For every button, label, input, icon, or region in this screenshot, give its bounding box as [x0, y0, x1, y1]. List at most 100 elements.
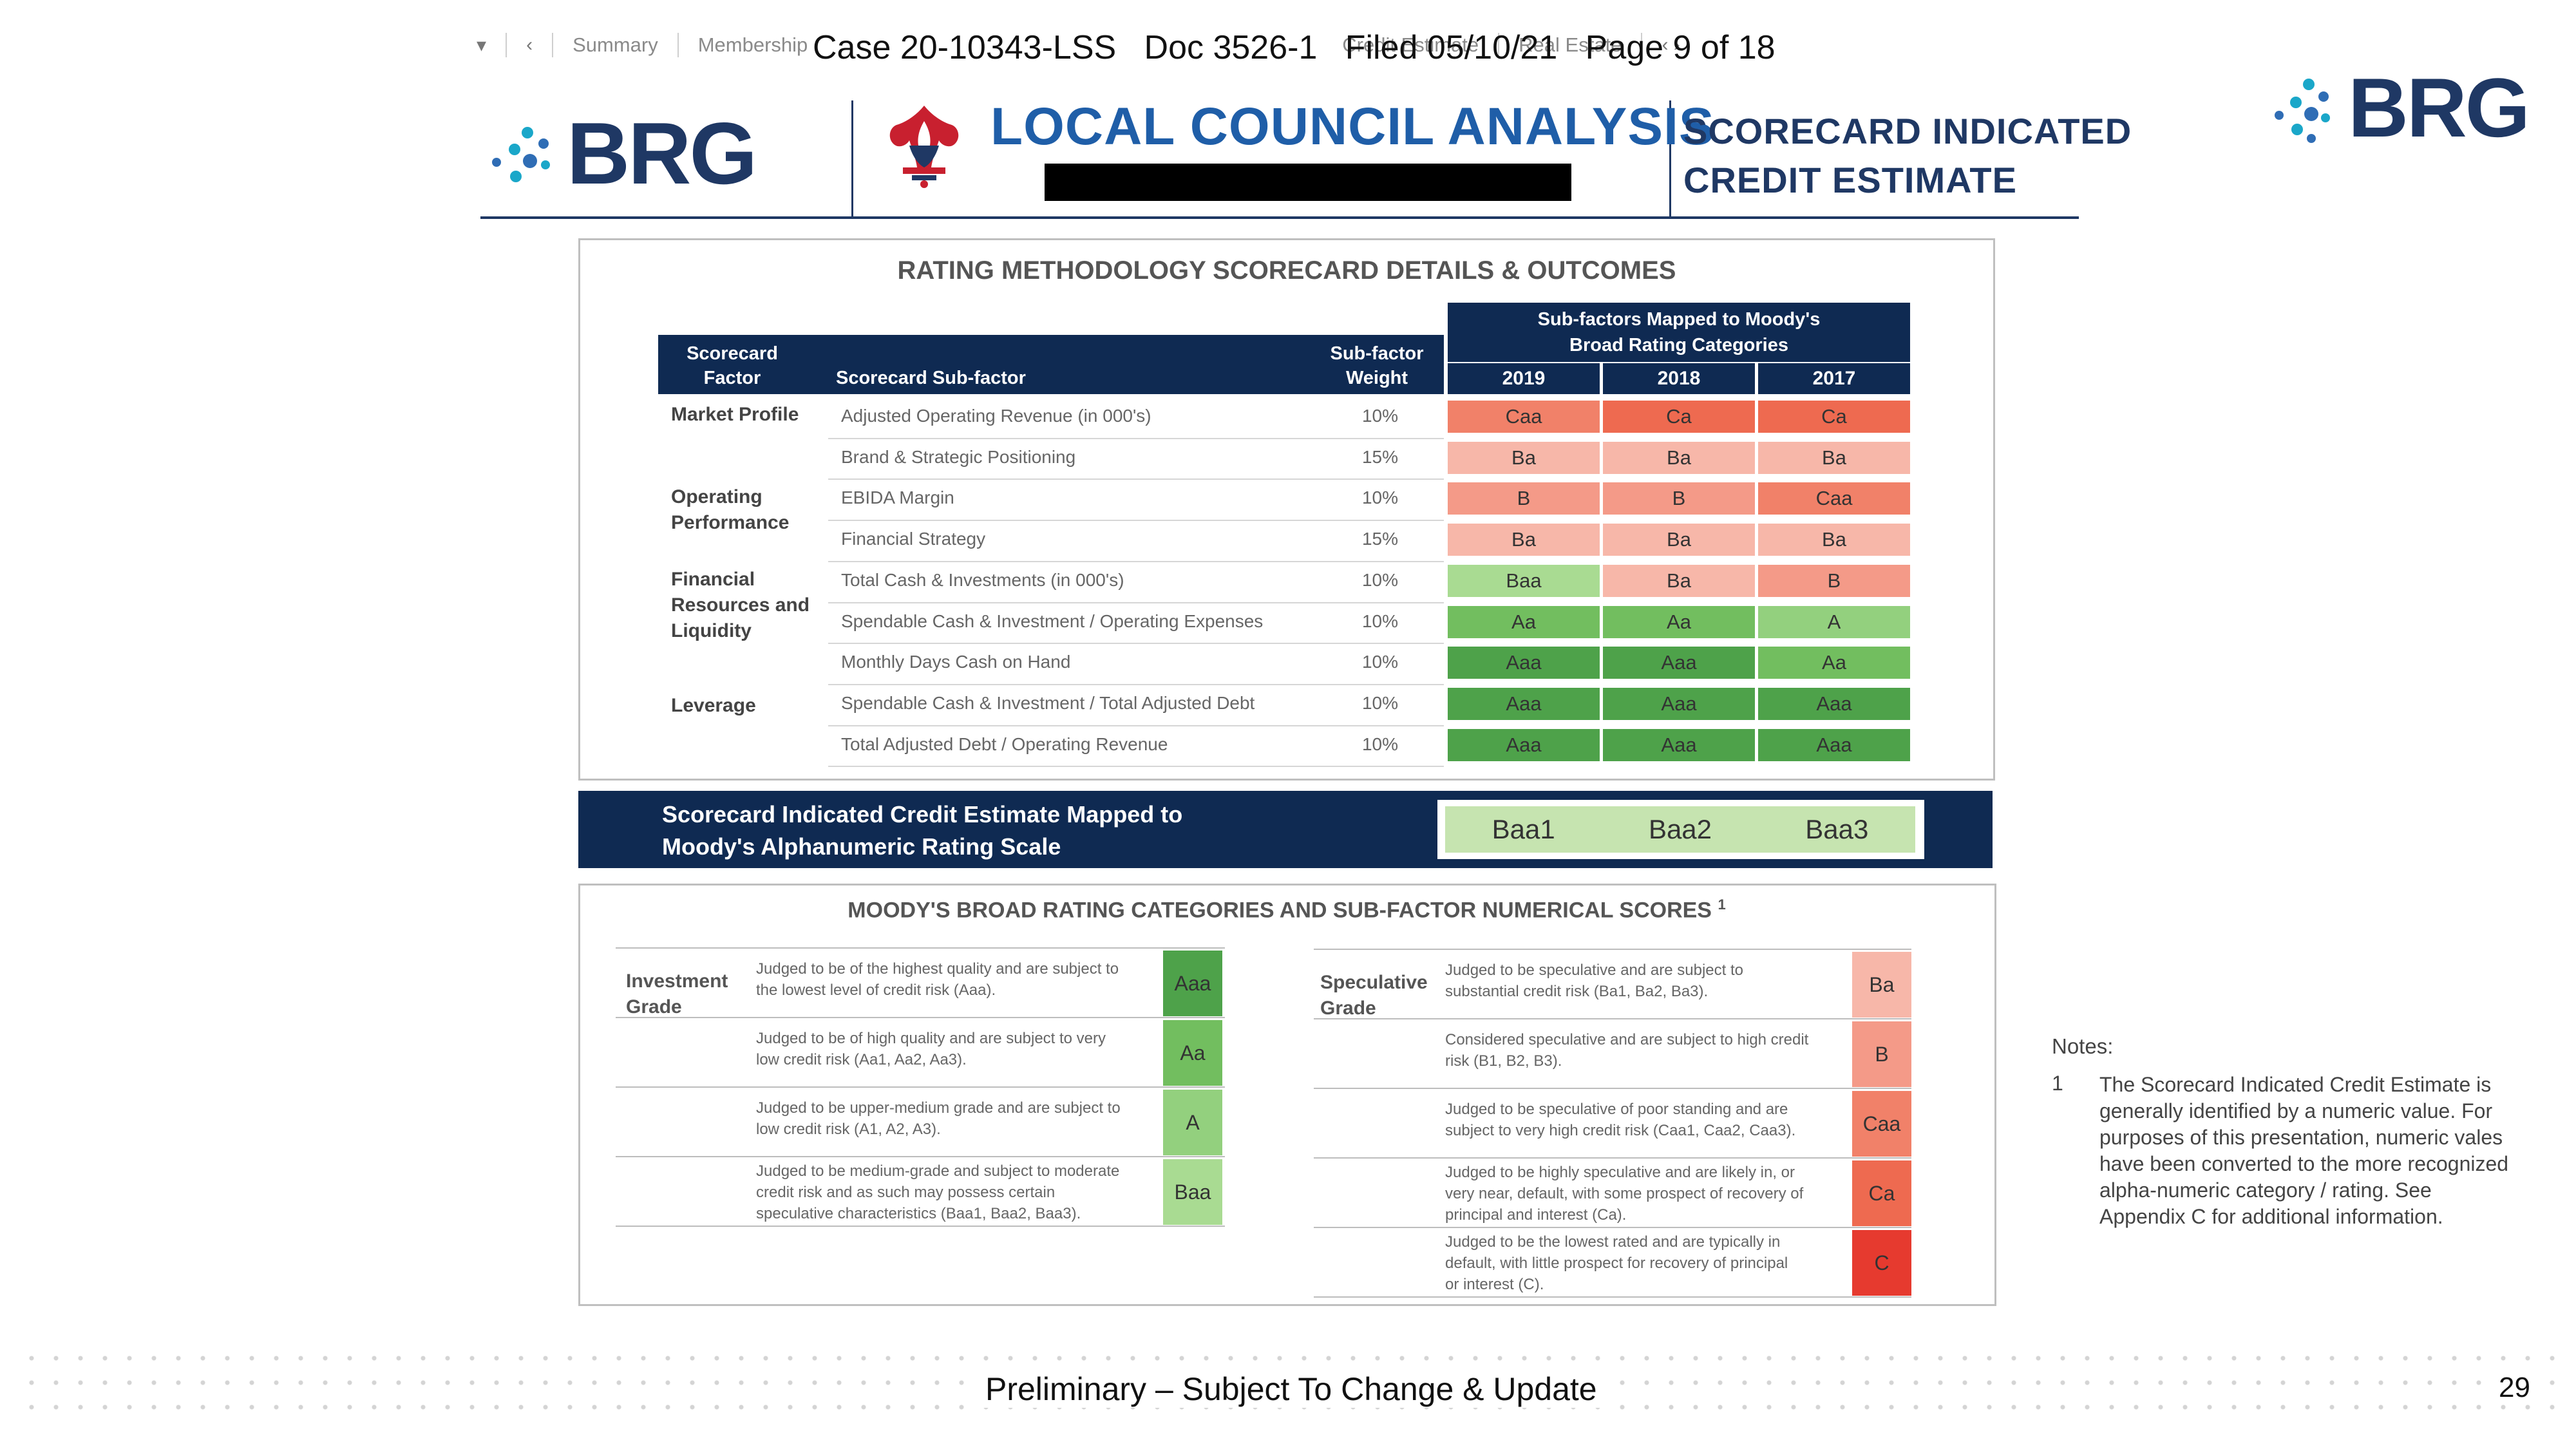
rating-cell: Aaa [1448, 728, 1600, 761]
factor-label: Leverage [671, 695, 756, 716]
rating-swatch: C [1852, 1230, 1911, 1296]
weight-header-line1: Sub-factor [1330, 343, 1424, 364]
note-text: The Scorecard Indicated Credit Estimate … [2099, 1073, 2509, 1228]
rating-swatch: Ca [1852, 1160, 1911, 1226]
credit-estimate-2018: Baa2 [1648, 814, 1712, 844]
factor-label: Market Profile [671, 404, 799, 425]
rating-description-line: Judged to be speculative and are subject… [1445, 961, 1743, 979]
rating-categories-panel [578, 884, 1996, 1306]
subfactor-weight: 10% [1361, 488, 1399, 508]
rating-description: Judged to be of the highest quality and … [756, 958, 1119, 1001]
rating-swatch: Caa [1852, 1091, 1911, 1157]
note-number: 1 [2052, 1072, 2063, 1095]
rating-cell: Caa [1758, 482, 1910, 515]
speculative-grade-label-line2: Grade [1320, 998, 1376, 1019]
row-divider [616, 1156, 1225, 1157]
rating-cell: Ba [1448, 524, 1600, 556]
footnote-marker: 1 [1718, 896, 1726, 913]
rating-cell: Caa [1448, 401, 1600, 433]
rating-cell: Ba [1448, 441, 1600, 474]
rating-description-line: or interest (C). [1445, 1276, 1544, 1293]
page-title: LOCAL COUNCIL ANALYSIS [990, 97, 1715, 156]
rating-description-line: very near, default, with some prospect o… [1445, 1185, 1804, 1202]
filed-date: Filed 05/10/21 [1345, 29, 1558, 66]
notes-heading: Notes: [2052, 1034, 2114, 1058]
factor-header-line2: Factor [703, 368, 761, 388]
row-divider [828, 724, 1444, 726]
scorecard-table-header: Scorecard Factor Scorecard Sub-factor Su… [658, 335, 1444, 394]
scorecard-panel [578, 238, 1995, 781]
rating-description: Considered speculative and are subject t… [1445, 1029, 1808, 1072]
brg-logo: BRG [489, 103, 757, 204]
section-title-line1: SCORECARD INDICATED [1683, 111, 2132, 151]
row-divider [1314, 1296, 1911, 1298]
row-divider [828, 766, 1444, 768]
factor-financial-resources: Financial Resources and Liquidity [671, 567, 810, 644]
tab-real-estate[interactable]: Real Estate [1519, 33, 1622, 56]
rating-description: Judged to be highly speculative and are … [1445, 1162, 1803, 1226]
subfactor-weight: 10% [1361, 611, 1399, 631]
rating-cell: Aa [1758, 647, 1910, 679]
subfactor-label: Financial Strategy [841, 529, 986, 549]
subfactor-weight: 10% [1361, 652, 1399, 672]
rating-description-line: speculative characteristics (Baa1, Baa2,… [756, 1205, 1081, 1222]
subfactor-column-header: Scorecard Sub-factor [836, 368, 1026, 388]
footer-disclaimer: Preliminary – Subject To Change & Update [979, 1370, 1604, 1408]
rating-description-line: default, with little prospect for recove… [1445, 1255, 1788, 1272]
investment-grade-label-line1: Investment [626, 971, 728, 992]
brg-logo-text: BRG [567, 104, 757, 202]
rating-cell: Baa [1448, 564, 1600, 597]
factor-label: Operating [671, 486, 762, 507]
year-header-2019: 2019 [1448, 363, 1600, 394]
rating-cell: Aaa [1603, 647, 1755, 679]
tab-scroll-left-icon[interactable]: ‹ [526, 34, 533, 55]
factor-leverage: Leverage [671, 693, 756, 719]
subfactor-label: Adjusted Operating Revenue (in 000's) [841, 406, 1151, 426]
tab-separator [506, 33, 507, 57]
scorecard-title: RATING METHODOLOGY SCORECARD DETAILS & O… [897, 256, 1676, 285]
rating-cell: A [1758, 605, 1910, 638]
rating-description: Judged to be speculative of poor standin… [1445, 1099, 1795, 1141]
row-divider [828, 683, 1444, 685]
subfactor-label: Total Adjusted Debt / Operating Revenue [841, 734, 1168, 754]
row-divider [828, 643, 1444, 645]
rating-categories-title-text: MOODY'S BROAD RATING CATEGORIES AND SUB-… [848, 898, 1712, 923]
mapped-header-line1: Sub-factors Mapped to Moody's [1537, 309, 1821, 330]
doc-number: Doc 3526-1 [1144, 29, 1318, 66]
case-number: Case 20-10343-LSS [813, 29, 1117, 66]
rating-description-line: Judged to be of high quality and are sub… [756, 1030, 1106, 1047]
subfactor-weight: 10% [1361, 406, 1399, 426]
factor-label: Performance [671, 512, 790, 533]
rating-cell: Ba [1603, 524, 1755, 556]
tab-summary[interactable]: Summary [573, 33, 658, 56]
rating-cell: Aaa [1448, 687, 1600, 720]
rating-description-line: Judged to be of the highest quality and … [756, 960, 1119, 978]
tab-scroll-right-icon[interactable]: ‹ › [1662, 34, 1680, 55]
factor-header-line1: Scorecard [687, 343, 778, 364]
factor-label: Financial [671, 569, 755, 590]
credit-estimate-label-line1: Scorecard Indicated Credit Estimate Mapp… [662, 801, 1183, 828]
row-divider [616, 947, 1225, 949]
year-header-2017: 2017 [1758, 363, 1910, 394]
rating-cell: Ba [1603, 441, 1755, 474]
factor-label: Resources and [671, 594, 810, 616]
brg-dots-icon [489, 118, 567, 189]
rating-description: Judged to be upper-medium grade and are … [756, 1097, 1121, 1140]
subfactor-weight: 10% [1361, 734, 1399, 754]
row-divider [1314, 1018, 1911, 1019]
row-divider [828, 478, 1444, 480]
rating-cell: Ba [1603, 564, 1755, 597]
tab-dropdown-icon[interactable]: ▾ [477, 34, 487, 56]
rating-cell: Ba [1758, 524, 1910, 556]
rating-swatch: Ba [1852, 952, 1911, 1018]
case-header: Case 20-10343-LSS Doc 3526-1 Filed 05/10… [813, 28, 1776, 67]
tab-separator [552, 33, 554, 57]
tab-membership[interactable]: Membership [697, 33, 808, 56]
rating-cell: Aaa [1448, 647, 1600, 679]
subfactor-label: Monthly Days Cash on Hand [841, 652, 1071, 672]
speculative-grade-label-line1: Speculative [1320, 972, 1428, 993]
header-divider [851, 100, 853, 218]
tab-credit-estimate[interactable]: Credit Estimate [1342, 33, 1479, 56]
factor-operating-performance: Operating Performance [671, 484, 789, 536]
redaction-bar [1045, 164, 1571, 201]
